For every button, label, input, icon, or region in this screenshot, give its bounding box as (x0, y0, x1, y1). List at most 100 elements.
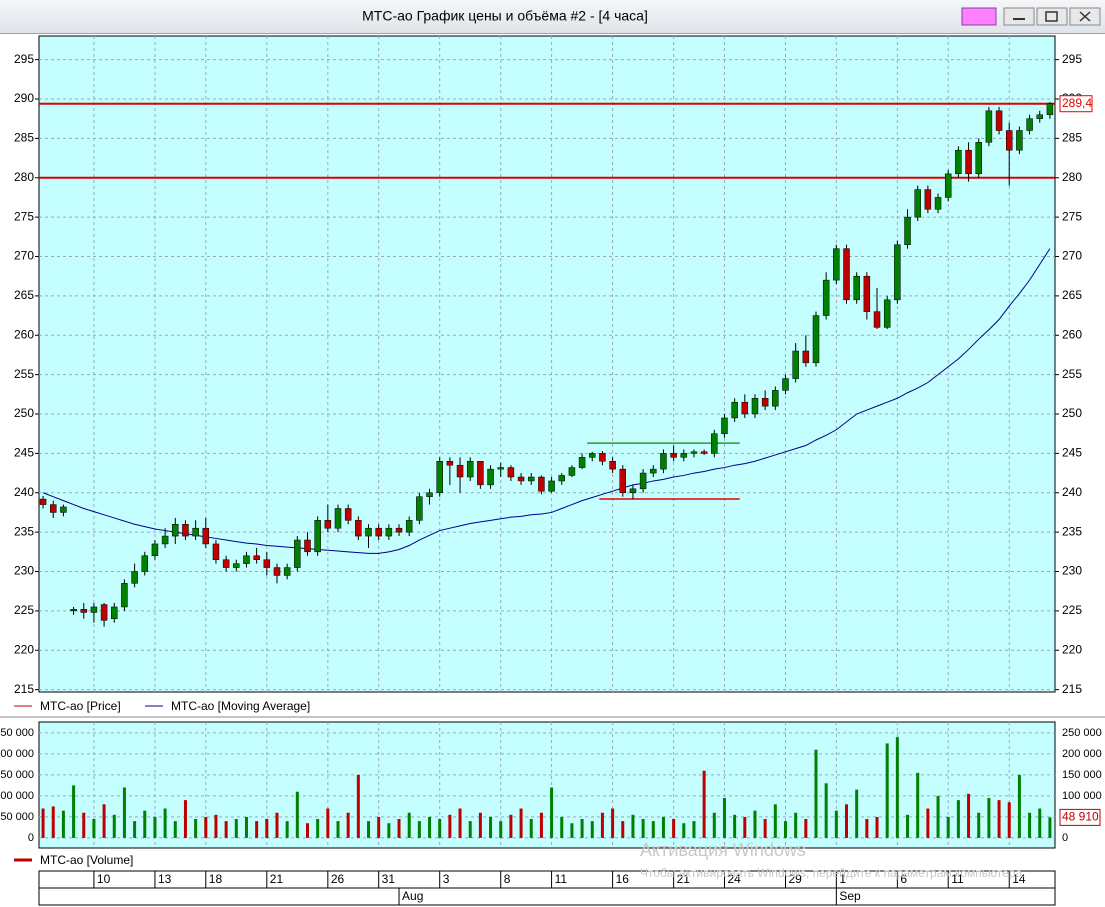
watermark-title: Активация Windows (640, 840, 806, 860)
volume-bar (590, 821, 594, 838)
candle-body (965, 149, 972, 175)
candle-body (833, 248, 840, 281)
y-tick-label: 255 (1062, 367, 1082, 381)
candle-body (477, 461, 484, 486)
volume-tick-label: 50 000 (0, 811, 34, 823)
candle-body (660, 453, 667, 470)
volume-tick-label: 250 000 (0, 727, 34, 739)
candle-body (527, 476, 535, 482)
date-label: 11 (555, 872, 568, 886)
price-label-box (1059, 95, 1093, 113)
y-tick-label: 220 (14, 642, 34, 656)
volume-bar (855, 789, 859, 838)
y-tick-label: 245 (14, 446, 34, 460)
volume-bar (702, 770, 706, 838)
y-tick-label: 285 (1062, 131, 1082, 145)
candle-body (548, 480, 555, 492)
volume-bar (1017, 774, 1021, 838)
date-label: 11 (951, 872, 964, 886)
candle-body (609, 461, 616, 470)
volume-bar (865, 819, 869, 838)
candle-body (426, 492, 433, 497)
volume-bar (621, 821, 625, 838)
volume-bar (316, 819, 320, 838)
candle-body (405, 520, 413, 533)
volume-bar (550, 787, 554, 838)
volume-bar (875, 816, 879, 838)
date-label: 21 (270, 872, 284, 886)
date-label: 26 (331, 872, 345, 886)
date-label: 1 (839, 872, 846, 886)
y-tick-label: 280 (14, 170, 34, 184)
candle-body (141, 555, 149, 572)
candle-body (365, 527, 372, 537)
candle-body (639, 472, 647, 490)
y-tick-label: 295 (1062, 52, 1082, 66)
month-label: Aug (402, 889, 423, 903)
candle-body (1005, 130, 1013, 151)
volume-bar (428, 816, 432, 838)
maximize-icon (1045, 11, 1058, 22)
volume-bar (194, 819, 198, 838)
maximize-button[interactable] (1036, 7, 1068, 26)
volume-bar (600, 812, 604, 838)
volume-bar (936, 795, 940, 838)
minimize-button[interactable] (1003, 7, 1035, 26)
volume-tick-label: 100 000 (0, 790, 34, 802)
legend-ma: МТС-ао [Moving Average] (171, 699, 310, 713)
volume-bar (722, 798, 726, 838)
candle-body (1026, 118, 1033, 131)
candle-body (589, 453, 596, 458)
candle-body (70, 609, 77, 612)
volume-bar (163, 808, 167, 838)
candle-body (772, 390, 779, 407)
candle-body (172, 524, 179, 537)
volume-bar (143, 810, 147, 838)
date-label: 3 (443, 872, 450, 886)
volume-bar (906, 814, 910, 838)
volume-bar (661, 816, 665, 838)
moving-average (42, 248, 1051, 554)
volume-bar (51, 806, 55, 838)
candle-body (599, 453, 606, 462)
y-tick-label: 225 (14, 603, 34, 617)
candle-body (355, 520, 362, 537)
volume-bar (133, 821, 137, 838)
y-tick-label: 260 (1062, 327, 1082, 341)
volume-bar (204, 816, 208, 838)
legend-volume: МТС-ао [Volume] (40, 853, 133, 867)
y-tick-label: 270 (1062, 249, 1082, 263)
volume-bar (346, 812, 350, 838)
link-button[interactable] (961, 7, 997, 26)
candle-body (517, 476, 525, 482)
candle-body (1016, 130, 1023, 151)
candle-body (507, 467, 515, 478)
y-tick-label: 265 (14, 288, 34, 302)
volume-bar (1007, 802, 1011, 838)
volume-bar (367, 821, 371, 838)
volume-bar (539, 812, 543, 838)
candle-body (192, 527, 199, 537)
date-label: 6 (900, 872, 907, 886)
candle-body (568, 467, 576, 476)
candle-body (456, 464, 464, 478)
y-tick-label: 215 (1062, 682, 1082, 696)
candle-body (650, 468, 657, 474)
candle-body (822, 279, 830, 316)
candle-body (202, 527, 210, 545)
candle-body (629, 488, 637, 494)
candle-body (751, 398, 759, 415)
candle-body (904, 216, 911, 245)
window-title: МТС-ао График цены и объёма #2 - [4 часа… (362, 8, 648, 24)
volume-tick-label: 100 000 (1062, 790, 1102, 802)
legend-price: МТС-ао [Price] (40, 699, 121, 713)
candle-body (883, 299, 891, 328)
candle-body (497, 467, 504, 470)
volume-bar (519, 808, 523, 838)
volume-bar (387, 823, 391, 838)
y-tick-label: 275 (14, 209, 34, 223)
candle-body (375, 527, 382, 537)
volume-bar (529, 819, 533, 838)
